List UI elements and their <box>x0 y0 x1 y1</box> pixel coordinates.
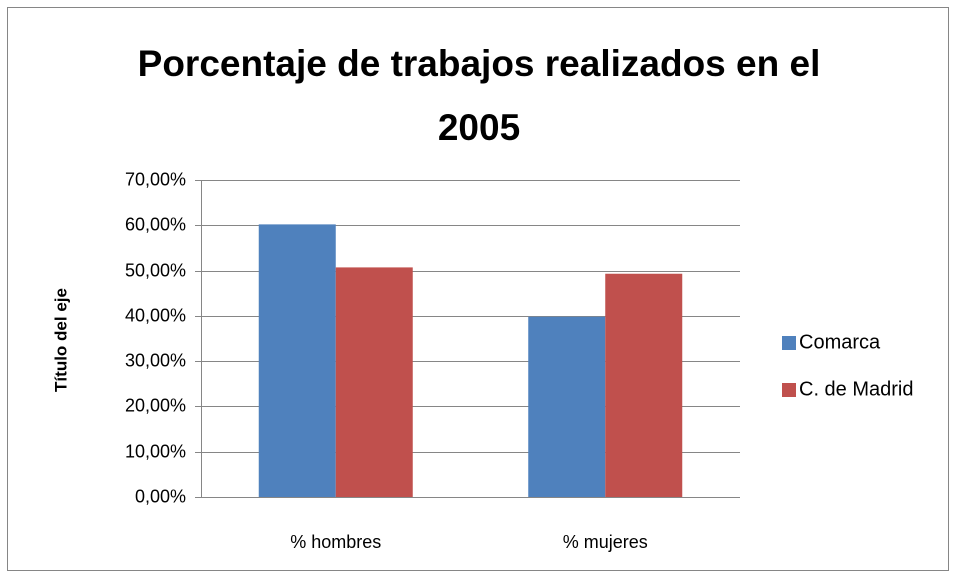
y-tick-label: 20,00% <box>125 395 186 415</box>
legend-label: Comarca <box>799 331 881 353</box>
bar <box>605 273 683 497</box>
y-tick-label: 40,00% <box>125 305 186 325</box>
y-axis-title: Título del eje <box>51 288 70 392</box>
y-tick-label: 10,00% <box>125 441 186 461</box>
y-tick-label: 50,00% <box>125 260 186 280</box>
y-tick-label: 30,00% <box>125 350 186 370</box>
bar <box>335 267 413 497</box>
legend-label: C. de Madrid <box>799 378 914 400</box>
y-tick-label: 0,00% <box>135 486 186 506</box>
chart-title: Porcentaje de trabajos realizados en el … <box>137 43 821 148</box>
chart-border <box>7 7 949 571</box>
y-tick-label: 70,00% <box>125 169 186 189</box>
legend-swatch <box>782 336 796 350</box>
bar <box>258 224 336 497</box>
legend-swatch <box>782 383 796 397</box>
x-tick-label: % hombres <box>290 532 381 552</box>
y-tick-label: 60,00% <box>125 214 186 234</box>
bar <box>528 316 606 497</box>
x-tick-label: % mujeres <box>563 532 648 552</box>
